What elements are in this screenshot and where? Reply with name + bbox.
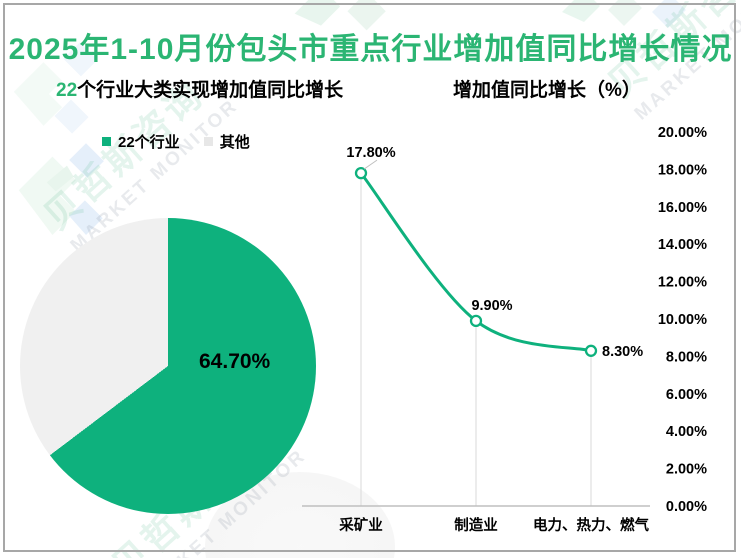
y-tick-label: 16.00%: [658, 200, 707, 216]
y-tick-label: 12.00%: [658, 275, 707, 291]
data-point-marker: [354, 166, 368, 180]
data-label: 8.30%: [602, 344, 643, 360]
data-point-marker: [584, 344, 598, 357]
data-labels: 17.80% 9.90% 8.30%: [346, 145, 643, 360]
legend-label: 其他: [219, 134, 250, 151]
y-tick-label: 6.00%: [666, 387, 707, 403]
pie-slice-data-label: 64.70%: [199, 350, 271, 373]
y-tick-label: 0.00%: [666, 499, 707, 515]
pie-subtitle-text: 个行业大类实现增加值同比增长: [77, 80, 344, 101]
y-tick-label: 4.00%: [666, 424, 707, 440]
legend-item-other: 其他: [203, 131, 250, 152]
pie-legend: 22个行业 其他: [102, 131, 250, 152]
pie-chart: [20, 218, 316, 514]
x-axis-category-labels: 采矿业 制造业 电力、热力、燃气: [338, 516, 649, 534]
page-title: 2025年1-10月份包头市重点行业增加值同比增长情况: [8, 33, 733, 66]
pie-subtitle-number: 22: [56, 80, 78, 101]
data-label: 17.80%: [346, 145, 395, 161]
pie-chart-subtitle: 22个行业大类实现增加值同比增长: [56, 75, 343, 102]
line-chart-subtitle: 增加值同比增长（%）: [453, 80, 641, 101]
y-tick-label: 20.00%: [658, 125, 707, 141]
y-axis-tick-labels: 0.00% 2.00% 4.00% 6.00% 8.00% 10.00% 12.00% 14.…: [658, 125, 707, 515]
x-category-label: 制造业: [454, 516, 498, 534]
legend-label: 22个行业: [118, 134, 180, 151]
x-category-label: 电力、热力、燃气: [533, 516, 649, 534]
label-leader-line: [363, 159, 378, 170]
legend-swatch-green-icon: [102, 137, 111, 146]
y-tick-label: 18.00%: [658, 162, 707, 178]
x-category-label: 采矿业: [338, 516, 383, 534]
drop-lines: [360, 173, 592, 506]
y-tick-label: 10.00%: [658, 312, 707, 328]
y-tick-label: 2.00%: [666, 462, 707, 478]
y-tick-label: 14.00%: [658, 237, 707, 253]
legend-item-industries: 22个行业: [102, 131, 180, 152]
data-point-marker: [469, 314, 483, 328]
legend-swatch-gray-icon: [203, 137, 213, 146]
data-label: 9.90%: [471, 298, 512, 314]
data-point-markers: [354, 166, 598, 357]
y-tick-label: 8.00%: [666, 349, 707, 365]
